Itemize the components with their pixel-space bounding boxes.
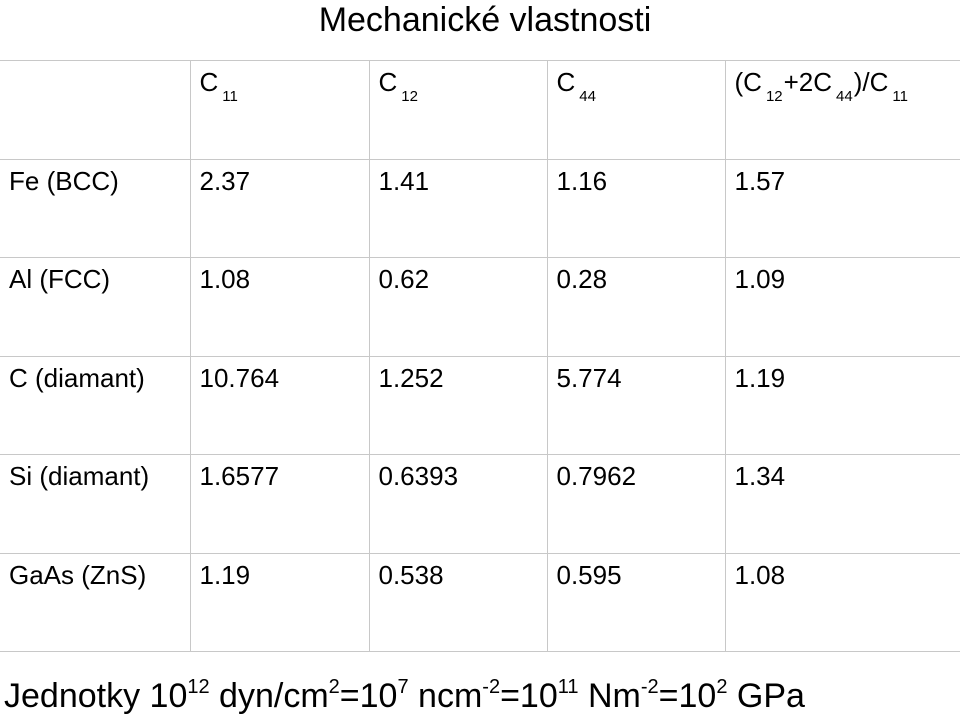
c11-cell: 2.37 (189, 158, 370, 258)
header-cell-empty (0, 60, 191, 160)
c44-cell: 1.16 (546, 158, 726, 258)
ratio-cell: 1.34 (724, 454, 960, 554)
ratio-cell: 1.57 (724, 158, 960, 258)
c44-cell: 0.595 (546, 552, 726, 652)
table-header-row: C 11 C 12 C 44 (C 12+2C 44)/C 11 (0, 60, 960, 160)
c12-cell: 0.538 (368, 552, 548, 652)
table-row: GaAs (ZnS) 1.19 0.538 0.595 1.08 (0, 552, 960, 652)
c44-cell: 0.28 (546, 257, 726, 357)
table-row: Al (FCC) 1.08 0.62 0.28 1.09 (0, 257, 960, 357)
c44-cell: 5.774 (546, 355, 726, 455)
c11-cell: 1.08 (189, 257, 370, 357)
material-cell: GaAs (ZnS) (0, 552, 191, 652)
header-cell-c44: C 44 (546, 60, 726, 160)
c11-cell: 1.19 (189, 552, 370, 652)
material-cell: Si (diamant) (0, 454, 191, 554)
header-cell-c12: C 12 (368, 60, 548, 160)
c12-cell: 0.62 (368, 257, 548, 357)
c11-cell: 1.6577 (189, 454, 370, 554)
material-cell: C (diamant) (0, 355, 191, 455)
table-row: C (diamant) 10.764 1.252 5.774 1.19 (0, 355, 960, 455)
units-footnote: Jednotky 1012 dyn/cm2=107 ncm-2=1011 Nm-… (4, 676, 805, 715)
c12-cell: 1.252 (368, 355, 548, 455)
table-row: Si (diamant) 1.6577 0.6393 0.7962 1.34 (0, 454, 960, 554)
slide-title: Mechanické vlastnosti (318, 1, 652, 39)
c12-cell: 1.41 (368, 158, 548, 258)
ratio-cell: 1.19 (724, 355, 960, 455)
material-cell: Al (FCC) (0, 257, 191, 357)
header-cell-c11: C 11 (189, 60, 370, 160)
ratio-cell: 1.09 (724, 257, 960, 357)
elastic-constants-table: C 11 C 12 C 44 (C 12+2C 44)/C 11 Fe (BCC) 2.37… (0, 60, 960, 652)
c12-cell: 0.6393 (368, 454, 548, 554)
c44-cell: 0.7962 (546, 454, 726, 554)
table-row: Fe (BCC) 2.37 1.41 1.16 1.57 (0, 158, 960, 258)
material-cell: Fe (BCC) (0, 158, 191, 258)
ratio-cell: 1.08 (724, 552, 960, 652)
c11-cell: 10.764 (189, 355, 370, 455)
header-cell-anisotropy: (C 12+2C 44)/C 11 (724, 60, 960, 160)
